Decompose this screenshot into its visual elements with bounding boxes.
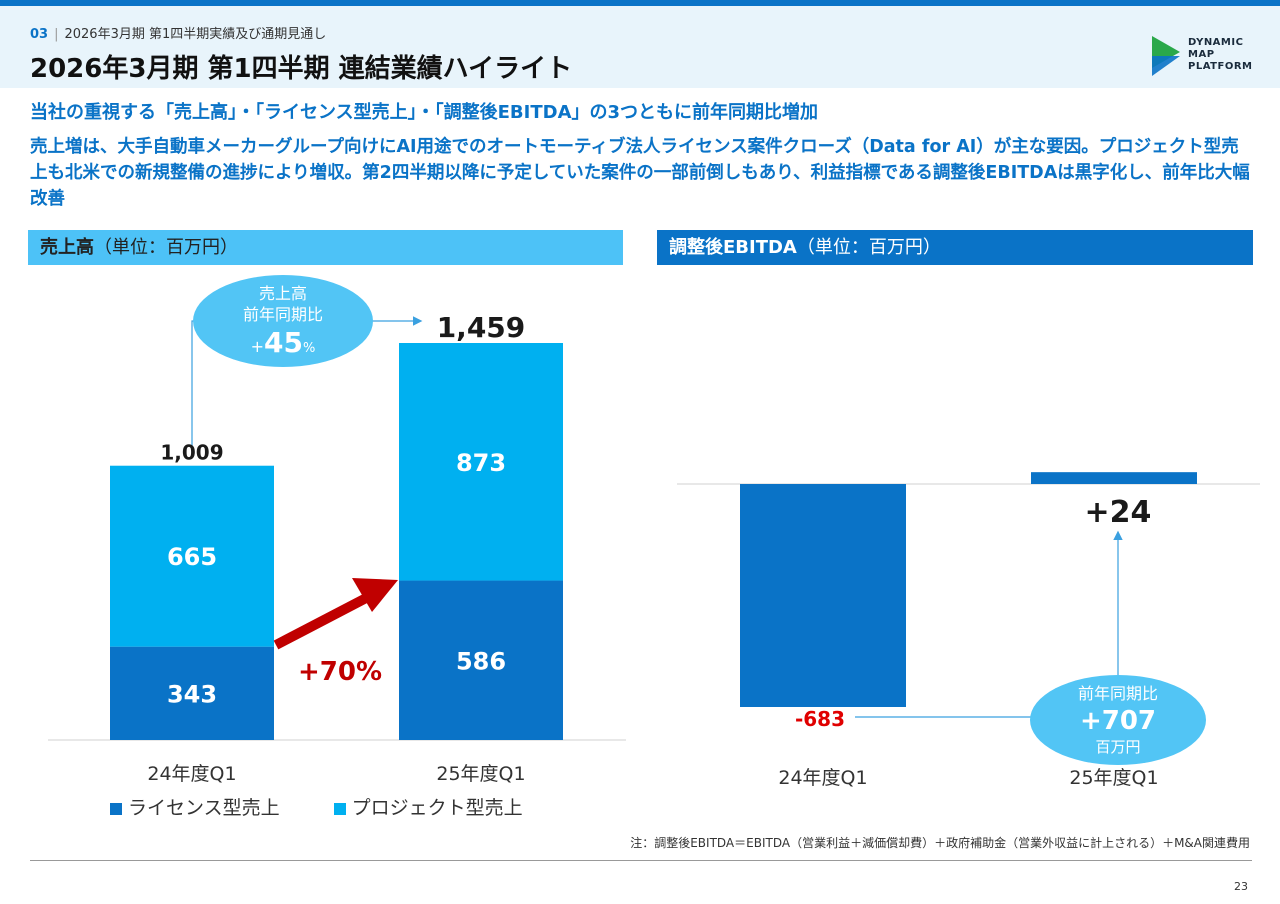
legend-swatch-license [110, 802, 122, 815]
bubble-line-2: 前年同期比 [243, 305, 323, 324]
lead-statement: 当社の重視する「売上高」・「ライセンス型売上」・「調整後EBITDA」の3つとも… [30, 102, 819, 123]
legend-swatch-project [333, 802, 346, 815]
bubble-connector-line [191, 320, 198, 450]
page-title: 2026年3月期 第1四半期 連結業績ハイライト [30, 54, 573, 84]
legend-item-license: ライセンス型売上 [110, 797, 280, 819]
section-number: 03 [30, 27, 49, 42]
ebitda-growth-bubble [1030, 675, 1206, 765]
footnote: 注：調整後EBITDA＝EBITDA（営業利益＋減価償却費）＋政府補助金（営業外… [630, 836, 1250, 850]
x-tick-ebitda-1: 25年度Q1 [1069, 767, 1158, 789]
ebitda-bubble-top: 前年同期比 [1078, 684, 1158, 703]
ebitda-value-label-1: +24 [1085, 495, 1152, 530]
x-tick-revenue-0: 24年度Q1 [147, 763, 236, 785]
label-project-1: 873 [456, 449, 506, 477]
ebitda-value-label-0: -683 [795, 707, 845, 731]
x-tick-revenue-1: 25年度Q1 [436, 763, 525, 785]
x-tick-ebitda-0: 24年度Q1 [778, 767, 867, 789]
ebitda-bubble-value: +707 [1080, 706, 1156, 736]
revenue-panel-title: 売上高 [40, 237, 94, 258]
ebitda-bar-1 [1031, 472, 1197, 484]
legend-label-project: プロジェクト型売上 [351, 797, 523, 819]
total-label-0: 1,009 [160, 441, 223, 465]
revenue-panel-unit: （単位：百万円） [94, 237, 238, 258]
footer-divider [30, 860, 1252, 861]
bar-license-0 [110, 646, 274, 740]
body-text: 売上増は、大手自動車メーカーグループ向けにAI用途でのオートモーティブ法人ライセ… [30, 137, 1250, 209]
label-license-0: 343 [167, 680, 217, 708]
bar-license-1 [399, 580, 563, 740]
ebitda-bars: -683 24年度Q1 +24 25年度Q1 [740, 472, 1197, 789]
total-label-1: 1,459 [437, 311, 526, 344]
bubble-value: 45 [264, 326, 303, 359]
logo-line-1: DYNAMIC [1188, 37, 1244, 48]
ebitda-bar-0 [740, 484, 906, 707]
logo-line-2: MAP [1188, 49, 1215, 60]
bubble-prefix: + [251, 337, 264, 356]
bar-project-1 [399, 343, 563, 581]
revenue-growth-bubble [193, 275, 373, 367]
company-logo-icon [1152, 36, 1180, 76]
logo-line-3: PLATFORM [1188, 61, 1253, 72]
growth-label: +70% [298, 657, 382, 687]
revenue-bars: 343 665 1,009 24年度Q1 586 873 1,459 25年度Q1 [110, 311, 563, 785]
breadcrumb: 03 | 2026年3月期 第1四半期実績及び通期見通し [30, 23, 326, 42]
legend-label-license: ライセンス型売上 [128, 797, 280, 819]
ebitda-panel-header: 調整後EBITDA（単位：百万円） [657, 230, 1253, 265]
page-number: 23 [1234, 880, 1248, 893]
breadcrumb-separator: | [54, 27, 59, 42]
revenue-legend: ライセンス型売上 プロジェクト型売上 [110, 793, 571, 820]
ebitda-panel-unit: （単位：百万円） [796, 237, 941, 258]
label-license-1: 586 [456, 647, 506, 675]
growth-arrow [273, 578, 398, 650]
bar-project-0 [110, 465, 274, 647]
slide-header: 03 | 2026年3月期 第1四半期実績及び通期見通し 2026年3月期 第1四半… [0, 6, 1280, 88]
top-accent-bar [0, 0, 1280, 6]
breadcrumb-text: 2026年3月期 第1四半期実績及び通期見通し [64, 27, 327, 42]
bubble-line-1: 売上高 [259, 284, 307, 303]
bubble-suffix: % [303, 341, 315, 356]
bubble-value-line: +45% [251, 326, 316, 359]
revenue-panel-header: 売上高（単位：百万円） [28, 230, 623, 265]
ebitda-bubble-bottom: 百万円 [1095, 738, 1140, 756]
ebitda-panel-title: 調整後EBITDA [669, 237, 797, 258]
company-logo-text: DYNAMIC MAP PLATFORM [1188, 37, 1252, 73]
legend-item-project: プロジェクト型売上 [333, 797, 523, 819]
label-project-0: 665 [167, 543, 217, 571]
